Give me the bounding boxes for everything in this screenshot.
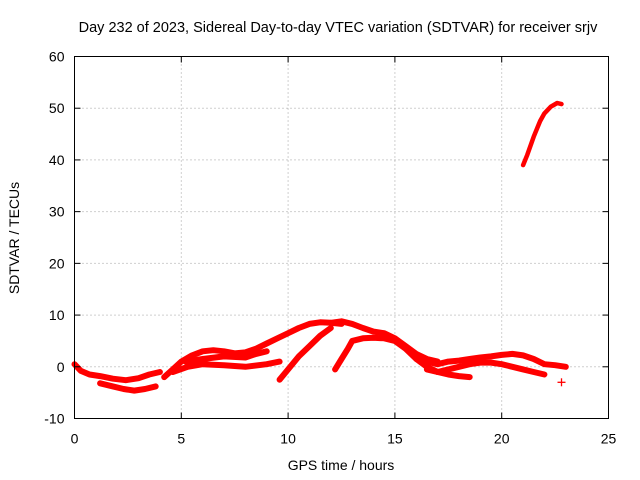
data-series <box>71 100 569 394</box>
y-tick-label: 0 <box>57 359 65 375</box>
x-tick-label: 20 <box>494 431 510 447</box>
y-tick-label: 20 <box>49 255 65 271</box>
x-tick-label: 15 <box>387 431 403 447</box>
y-tick-label: -10 <box>44 411 64 427</box>
y-tick-label: 10 <box>49 307 65 323</box>
data-series-arc2 <box>97 380 159 394</box>
y-tick-label: 40 <box>49 152 65 168</box>
data-series-arc5 <box>169 358 283 375</box>
x-tick-label: 25 <box>601 431 617 447</box>
data-series-arc4 <box>182 348 270 365</box>
data-series-arc8 <box>332 334 473 381</box>
y-tick-label: 50 <box>49 100 65 116</box>
y-tick-label: 30 <box>49 204 65 220</box>
y-tick-label: 60 <box>49 49 65 65</box>
x-axis-label: GPS time / hours <box>288 457 395 473</box>
x-tick-label: 10 <box>280 431 296 447</box>
x-tick-label: 0 <box>71 431 79 447</box>
data-series-arc3 <box>161 319 345 381</box>
data-series-arc7 <box>327 318 441 365</box>
data-series-arc6 <box>276 325 334 383</box>
axis-ticks: 0 5 10 15 20 25 -10 0 10 20 30 40 50 60 <box>44 49 616 447</box>
data-series-arc10 <box>423 359 548 378</box>
data-series-arc11 <box>520 100 564 168</box>
y-axis-label: SDTVAR / TECUs <box>6 182 22 294</box>
chart-title: Day 232 of 2023, Sidereal Day-to-day VTE… <box>79 20 598 36</box>
x-tick-label: 5 <box>177 431 185 447</box>
data-point <box>557 378 566 387</box>
data-series-arc9 <box>413 350 569 370</box>
data-series-arc1 <box>71 361 163 384</box>
plot-frame <box>74 56 609 419</box>
